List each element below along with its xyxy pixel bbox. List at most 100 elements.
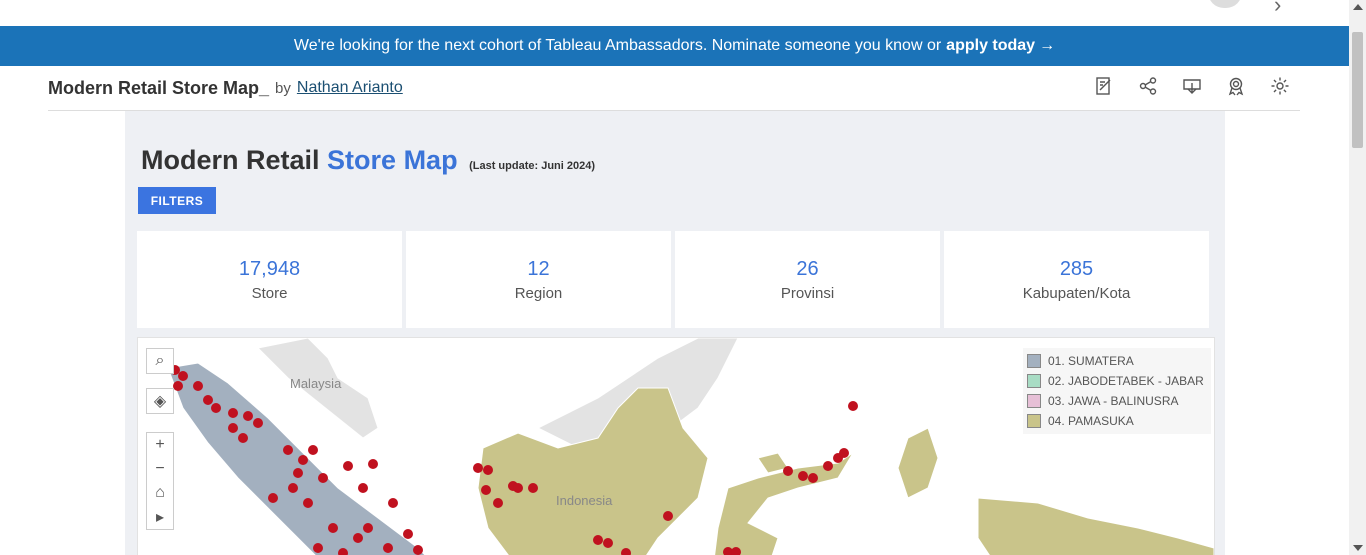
store-point[interactable] [308,445,318,455]
store-point[interactable] [528,483,538,493]
store-point[interactable] [663,511,673,521]
store-point[interactable] [383,543,393,553]
kpi-row: 17,948 Store 12 Region 26 Provinsi 285 K… [137,231,1209,328]
arrow-icon: → [1039,37,1056,54]
legend-item[interactable]: 01. SUMATERA [1027,351,1207,371]
store-point[interactable] [343,461,353,471]
store-point[interactable] [621,548,631,555]
kpi-value: 12 [527,257,550,280]
dashboard-title: Modern Retail Store Map (Last update: Ju… [141,145,595,176]
store-point[interactable] [839,448,849,458]
store-point[interactable] [238,433,248,443]
store-dots[interactable] [170,365,858,555]
zoom-in-button[interactable]: + [155,436,165,453]
dashboard: Modern Retail Store Map (Last update: Ju… [125,111,1225,555]
legend-swatch [1027,414,1041,428]
download-icon[interactable] [1182,76,1202,96]
store-point[interactable] [358,483,368,493]
share-icon[interactable] [1138,76,1158,96]
store-point[interactable] [293,468,303,478]
kpi-value: 285 [1059,257,1094,280]
store-point[interactable] [798,471,808,481]
store-point[interactable] [603,538,613,548]
kpi-provinsi: 26 Provinsi [675,231,940,328]
store-point[interactable] [173,381,183,391]
home-icon[interactable]: ⌂ [155,484,165,501]
legend-label: 03. JAWA - BALINUSRA [1048,394,1179,408]
chevron-right-icon[interactable]: › [1274,0,1282,17]
store-point[interactable] [848,401,858,411]
store-point[interactable] [288,483,298,493]
store-point[interactable] [338,548,348,555]
scroll-down-arrow[interactable] [1353,545,1363,551]
store-point[interactable] [193,381,203,391]
store-point[interactable] [283,445,293,455]
store-point[interactable] [388,498,398,508]
edit-icon[interactable] [1094,76,1114,96]
filters-button[interactable]: FILTERS [138,187,216,214]
store-point[interactable] [328,523,338,533]
by-label: by [275,79,291,97]
play-icon[interactable]: ▸ [155,509,165,526]
store-point[interactable] [368,459,378,469]
store-point[interactable] [303,498,313,508]
apply-today-link[interactable]: apply today [946,37,1036,54]
store-point[interactable] [203,395,213,405]
store-point[interactable] [593,535,603,545]
search-icon[interactable]: ⌕ [155,352,165,369]
store-point[interactable] [413,545,423,555]
store-point[interactable] [268,493,278,503]
map-layers-control[interactable]: ◈ [146,388,174,414]
store-point[interactable] [403,529,413,539]
kpi-label: Store [251,284,288,302]
store-point[interactable] [243,411,253,421]
title-blue: Store Map [327,145,458,175]
kpi-kabupaten: 285 Kabupaten/Kota [944,231,1209,328]
previous-section-strip: › [0,0,1349,26]
store-point[interactable] [178,371,188,381]
map-canvas[interactable] [138,338,1214,555]
layers-icon[interactable]: ◈ [153,393,167,410]
legend-swatch [1027,394,1041,408]
scroll-thumb[interactable] [1352,32,1363,148]
legend-item[interactable]: 04. PAMASUKA [1027,411,1207,431]
kpi-label: Region [514,284,563,302]
legend-swatch [1027,374,1041,388]
store-point[interactable] [823,461,833,471]
store-point[interactable] [493,498,503,508]
gear-icon[interactable] [1270,76,1290,96]
store-point[interactable] [228,408,238,418]
author-link[interactable]: Nathan Arianto [296,79,403,96]
store-point[interactable] [318,473,328,483]
kpi-label: Kabupaten/Kota [1022,284,1131,302]
scroll-up-arrow[interactable] [1353,4,1363,10]
kpi-store: 17,948 Store [137,231,402,328]
store-point[interactable] [211,403,221,413]
ribbon-icon [1208,0,1242,8]
store-point[interactable] [808,473,818,483]
page-scrollbar[interactable] [1349,0,1366,555]
store-point[interactable] [228,423,238,433]
store-point[interactable] [731,547,741,555]
badge-icon[interactable] [1226,76,1246,96]
store-point[interactable] [313,543,323,553]
legend-item[interactable]: 02. JABODETABEK - JABAR [1027,371,1207,391]
store-point[interactable] [723,547,733,555]
kpi-value: 26 [796,257,819,280]
store-map[interactable]: Malaysia Indonesia ⌕ ◈ + − ⌂ ▸ 01. SUMAT… [137,337,1215,555]
store-point[interactable] [473,463,483,473]
store-point[interactable] [483,465,493,475]
store-point[interactable] [253,418,263,428]
zoom-out-button[interactable]: − [155,460,165,477]
store-point[interactable] [353,533,363,543]
store-point[interactable] [298,455,308,465]
viz-header: Modern Retail Store Map_ by Nathan Arian… [48,66,1300,111]
kpi-label: Provinsi [780,284,835,302]
store-point[interactable] [783,466,793,476]
store-point[interactable] [513,483,523,493]
store-point[interactable] [481,485,491,495]
store-point[interactable] [363,523,373,533]
legend-item[interactable]: 03. JAWA - BALINUSRA [1027,391,1207,411]
map-search-control[interactable]: ⌕ [146,348,174,374]
title-black: Modern Retail [141,145,320,175]
